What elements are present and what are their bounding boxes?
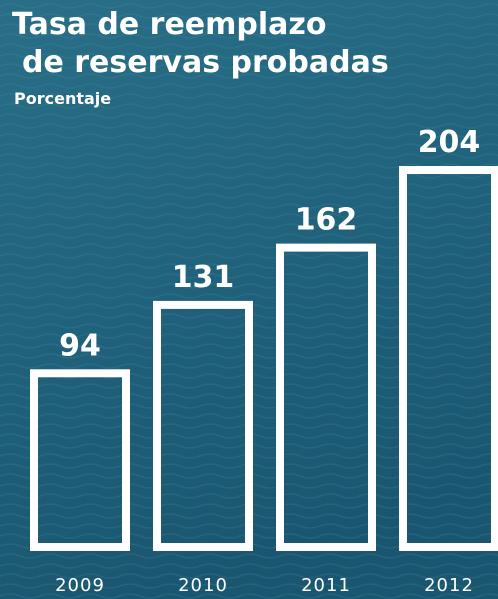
bar xyxy=(399,166,498,551)
bar xyxy=(153,300,253,551)
chart-title: Tasa de reemplazo xyxy=(12,7,326,42)
x-tick-label: 2010 xyxy=(178,575,228,596)
value-label: 162 xyxy=(295,203,358,238)
chart-title: de reservas probadas xyxy=(22,45,389,80)
bar xyxy=(30,369,130,551)
chart-subtitle: Porcentaje xyxy=(14,89,111,108)
value-label: 94 xyxy=(59,328,101,363)
x-tick-label: 2009 xyxy=(55,575,105,596)
bar xyxy=(276,243,376,551)
x-tick-label: 2011 xyxy=(301,575,351,596)
value-label: 204 xyxy=(418,125,481,160)
value-label: 131 xyxy=(172,260,235,295)
x-tick-label: 2012 xyxy=(424,575,474,596)
